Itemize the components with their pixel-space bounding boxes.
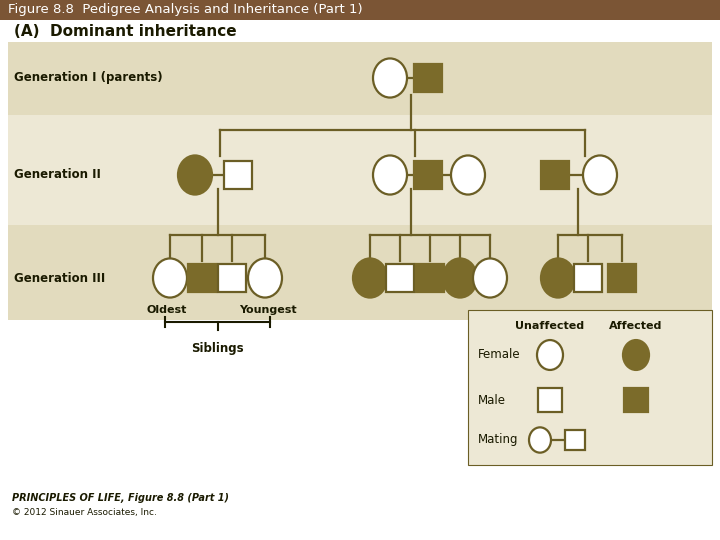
Ellipse shape xyxy=(623,340,649,370)
Ellipse shape xyxy=(373,156,407,194)
Text: © 2012 Sinauer Associates, Inc.: © 2012 Sinauer Associates, Inc. xyxy=(12,508,157,516)
Bar xyxy=(624,388,648,412)
Ellipse shape xyxy=(353,259,387,298)
Text: Female: Female xyxy=(478,348,521,361)
Ellipse shape xyxy=(583,156,617,194)
Text: Affected: Affected xyxy=(609,321,662,331)
Bar xyxy=(0,0,720,20)
Text: Siblings: Siblings xyxy=(192,342,244,355)
Ellipse shape xyxy=(178,156,212,194)
Bar xyxy=(414,64,442,92)
Text: PRINCIPLES OF LIFE, Figure 8.8 (Part 1): PRINCIPLES OF LIFE, Figure 8.8 (Part 1) xyxy=(12,493,229,503)
Bar xyxy=(538,388,562,412)
Text: Figure 8.8  Pedigree Analysis and Inheritance (Part 1): Figure 8.8 Pedigree Analysis and Inherit… xyxy=(8,3,363,17)
Bar xyxy=(574,264,602,292)
Ellipse shape xyxy=(529,427,551,453)
Ellipse shape xyxy=(537,340,563,370)
Bar xyxy=(8,225,712,320)
Text: Male: Male xyxy=(478,394,506,407)
Text: Youngest: Youngest xyxy=(239,305,297,315)
Ellipse shape xyxy=(473,259,507,298)
Ellipse shape xyxy=(373,58,407,98)
Text: Generation III: Generation III xyxy=(14,272,105,285)
Bar xyxy=(218,264,246,292)
Bar xyxy=(188,264,216,292)
Bar xyxy=(8,42,712,115)
Bar xyxy=(386,264,414,292)
Bar xyxy=(468,310,712,465)
Bar xyxy=(416,264,444,292)
Text: Generation I (parents): Generation I (parents) xyxy=(14,71,163,84)
Text: Oldest: Oldest xyxy=(147,305,187,315)
Bar xyxy=(565,430,585,450)
Text: Generation II: Generation II xyxy=(14,168,101,181)
Ellipse shape xyxy=(451,156,485,194)
Ellipse shape xyxy=(153,259,187,298)
Ellipse shape xyxy=(541,259,575,298)
Text: Mating: Mating xyxy=(478,434,518,447)
Text: Unaffected: Unaffected xyxy=(516,321,585,331)
Ellipse shape xyxy=(443,259,477,298)
Bar xyxy=(541,161,569,189)
Bar xyxy=(608,264,636,292)
Text: (A)  Dominant inheritance: (A) Dominant inheritance xyxy=(14,24,237,39)
Bar xyxy=(414,161,442,189)
Bar xyxy=(224,161,252,189)
Bar xyxy=(8,115,712,225)
Ellipse shape xyxy=(248,259,282,298)
